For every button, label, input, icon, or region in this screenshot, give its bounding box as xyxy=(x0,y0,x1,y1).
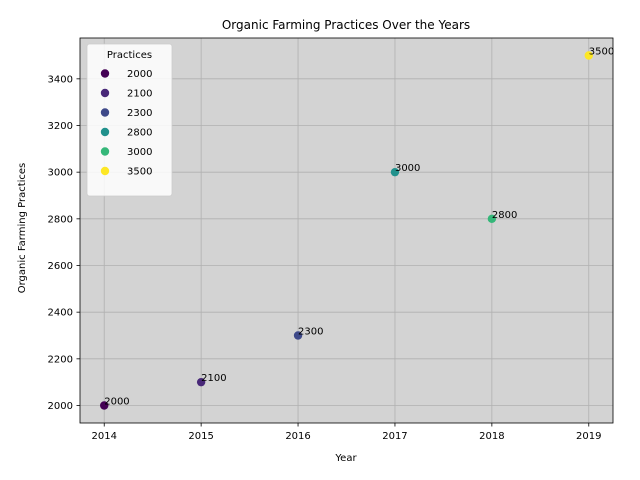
y-axis-label: Organic Farming Practices xyxy=(17,163,28,294)
data-point xyxy=(293,331,303,340)
y-tick-label: 3400 xyxy=(48,74,73,85)
x-tick-label: 2019 xyxy=(576,431,601,442)
data-label: 3500 xyxy=(589,47,614,58)
y-tick-label: 3000 xyxy=(48,168,73,179)
x-tick-label: 2015 xyxy=(188,431,213,442)
data-label: 2800 xyxy=(492,210,517,221)
data-label: 2100 xyxy=(201,373,226,384)
x-axis-label: Year xyxy=(334,453,357,464)
y-tick-label: 2400 xyxy=(48,308,73,319)
legend: Practices 2000 2100 2300 2800 3000 3500 xyxy=(86,43,173,197)
y-tick-label: 3200 xyxy=(48,121,73,132)
data-point xyxy=(390,167,400,177)
legend-marker xyxy=(100,88,110,98)
data-point xyxy=(487,214,497,224)
data-point xyxy=(196,377,206,387)
legend-marker xyxy=(100,108,110,117)
y-tick-label: 2200 xyxy=(48,354,73,365)
data-point xyxy=(584,51,593,60)
chart-title: Organic Farming Practices Over the Years xyxy=(222,18,470,32)
legend-title: Practices xyxy=(107,50,152,61)
legend-entry-label: 2300 xyxy=(127,108,152,119)
plot-frame xyxy=(79,37,614,424)
legend-entry-label: 2000 xyxy=(127,69,152,80)
y-tick-label: 2600 xyxy=(48,261,73,272)
data-label: 2000 xyxy=(104,397,129,408)
legend-entry-label: 2800 xyxy=(127,128,152,139)
data-label: 2300 xyxy=(298,327,323,338)
y-tick-label: 2000 xyxy=(48,401,73,412)
legend-box xyxy=(86,43,173,197)
legend-marker xyxy=(100,69,110,78)
x-tick-label: 2017 xyxy=(382,431,407,442)
legend-marker xyxy=(100,166,110,176)
legend-marker xyxy=(100,127,110,137)
x-tick-label: 2014 xyxy=(92,431,117,442)
x-tick-label: 2016 xyxy=(285,431,310,442)
data-point xyxy=(100,401,109,410)
data-label: 3000 xyxy=(395,163,420,174)
legend-entry-label: 2100 xyxy=(127,89,152,100)
legend-entry-label: 3500 xyxy=(127,167,152,178)
legend-entry-label: 3000 xyxy=(127,147,152,158)
legend-marker xyxy=(100,147,110,156)
x-tick-label: 2018 xyxy=(479,431,504,442)
y-tick-label: 2800 xyxy=(48,214,73,225)
